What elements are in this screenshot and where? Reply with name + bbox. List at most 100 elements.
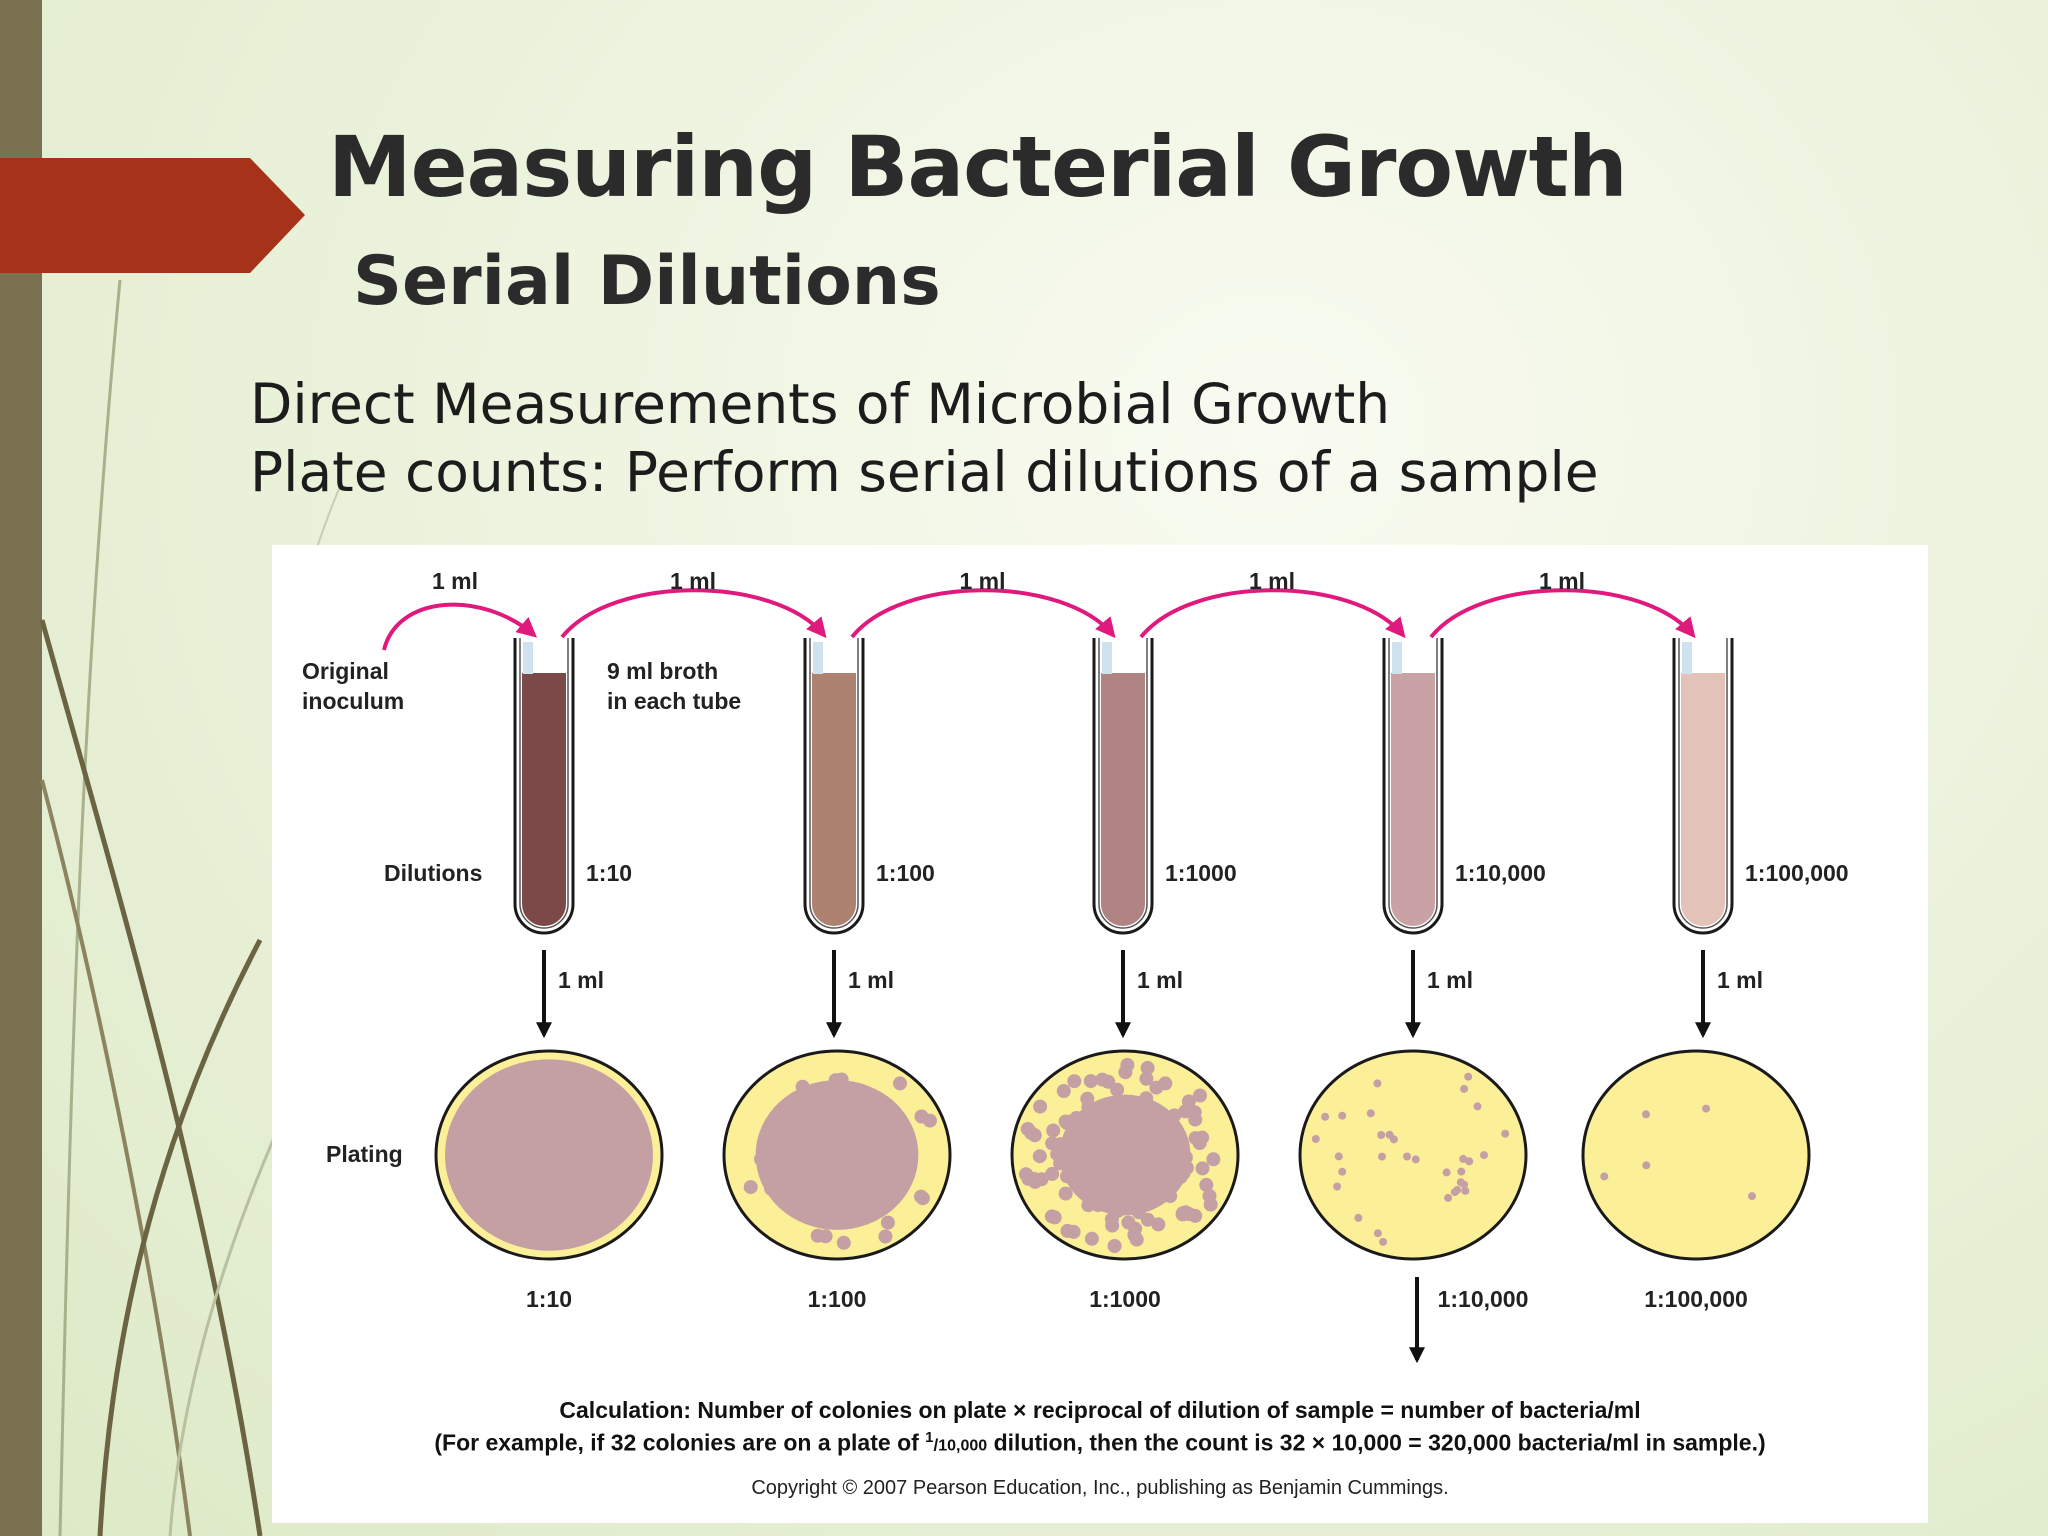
transfer-label-2: 1 ml — [959, 568, 1005, 594]
colony — [1403, 1152, 1411, 1161]
transfer-arrow-2 — [850, 588, 1116, 639]
colony — [1338, 1111, 1347, 1120]
plate-agar-5 — [1581, 1049, 1811, 1261]
colony — [1442, 1168, 1451, 1177]
inoculum-transfer-arrow — [382, 602, 538, 651]
test-tube-5 — [1672, 638, 1734, 935]
petri-plate-2 — [722, 1049, 952, 1261]
transfer-label-4: 1 ml — [1539, 568, 1585, 594]
plating-label: Plating — [326, 1141, 403, 1167]
body-text: Direct Measurements of Microbial Growth … — [250, 370, 1599, 506]
colony — [1333, 1182, 1342, 1191]
confluent-growth-1 — [445, 1059, 653, 1251]
colony — [1206, 1152, 1221, 1167]
tube-outline-1 — [513, 638, 575, 935]
colony — [1460, 1180, 1469, 1189]
original-inoculum-label-1: Original — [302, 658, 389, 684]
plating-volume-label-2: 1 ml — [848, 967, 894, 993]
colony — [1061, 1153, 1076, 1168]
colony — [1175, 1206, 1190, 1221]
colony — [1178, 1150, 1193, 1165]
tube-highlight-3 — [1102, 642, 1112, 674]
colony — [1047, 1210, 1062, 1225]
tube-liquid-2 — [812, 673, 856, 926]
transfer-label-3: 1 ml — [1249, 568, 1295, 594]
test-tube-2 — [803, 638, 865, 935]
colony — [1373, 1229, 1382, 1238]
colony — [1175, 1165, 1190, 1180]
colony — [804, 1104, 819, 1119]
colony — [1050, 1147, 1065, 1162]
colony — [1139, 1091, 1154, 1106]
colony — [878, 1229, 893, 1244]
colony — [1056, 1084, 1071, 1098]
plating-volume-label-5: 1 ml — [1717, 967, 1763, 993]
colony — [1139, 1071, 1154, 1086]
colony — [1075, 1129, 1090, 1144]
colony — [1150, 1166, 1165, 1181]
tube-inner-wall-4 — [1388, 638, 1438, 929]
colony — [1028, 1174, 1043, 1189]
plate-growth-5 — [1600, 1104, 1756, 1201]
plate-dilution-label-3: 1:1000 — [1089, 1286, 1161, 1312]
tube-inner-wall-3 — [1098, 638, 1148, 929]
colony — [861, 1181, 876, 1196]
colony — [1032, 1149, 1047, 1164]
colony — [872, 1136, 887, 1151]
colony — [1110, 1082, 1125, 1097]
colony — [1069, 1111, 1084, 1125]
plate-growth-2 — [743, 1072, 937, 1250]
colony — [915, 1191, 930, 1206]
colony — [794, 1192, 809, 1207]
colony — [1378, 1152, 1386, 1161]
colony — [1149, 1080, 1164, 1095]
tube-liquid-1 — [522, 673, 566, 926]
test-tube-4 — [1382, 638, 1444, 935]
tube-inner-wall-2 — [809, 638, 859, 929]
plate-dilution-label-1: 1:10 — [526, 1286, 572, 1312]
colony — [1046, 1123, 1061, 1138]
broth-label-2: in each tube — [607, 688, 741, 714]
tube-liquid-4 — [1391, 673, 1435, 926]
colony — [1460, 1084, 1469, 1093]
plate-dilution-label-5: 1:100,000 — [1644, 1286, 1748, 1312]
colony — [892, 1165, 907, 1180]
colony — [800, 1156, 815, 1171]
colony — [1127, 1114, 1142, 1129]
petri-plate-5 — [1581, 1049, 1811, 1261]
tube-outline-5 — [1672, 638, 1734, 935]
colony — [1095, 1142, 1110, 1157]
transfer-arrow-4 — [1429, 588, 1696, 639]
colony — [1334, 1152, 1343, 1161]
tube-inner-wall-5 — [1678, 638, 1728, 929]
bullet-line-1: Direct Measurements of Microbial Growth — [250, 372, 1391, 436]
colony — [1105, 1218, 1120, 1233]
colony — [1033, 1099, 1048, 1114]
colony — [1083, 1074, 1098, 1089]
colony — [1411, 1155, 1420, 1164]
confluent-growth-2 — [755, 1080, 919, 1230]
tube-dilution-label-5: 1:100,000 — [1745, 860, 1849, 886]
colony — [1099, 1113, 1114, 1128]
colony — [1078, 1156, 1093, 1171]
plating-volume-label-1: 1 ml — [558, 967, 604, 993]
colony — [1060, 1169, 1074, 1184]
colony — [1461, 1186, 1470, 1195]
tube-inner-wall-1 — [519, 638, 569, 929]
plate-growth-3 — [1019, 1058, 1221, 1253]
colony — [1139, 1195, 1154, 1210]
colony — [1084, 1231, 1099, 1246]
original-inoculum-label-2: inoculum — [302, 688, 404, 714]
dilutions-label: Dilutions — [384, 860, 482, 886]
colony — [1366, 1109, 1375, 1118]
fraction-numerator: 1 — [925, 1429, 934, 1446]
colony — [743, 1180, 758, 1195]
colony — [1457, 1167, 1466, 1176]
colony — [1193, 1088, 1207, 1103]
petri-plate-4 — [1298, 1049, 1528, 1261]
colony — [1748, 1192, 1756, 1201]
test-tube-1 — [513, 638, 575, 935]
colony — [1480, 1151, 1488, 1160]
colony — [1060, 1223, 1075, 1238]
colony — [1453, 1185, 1462, 1194]
